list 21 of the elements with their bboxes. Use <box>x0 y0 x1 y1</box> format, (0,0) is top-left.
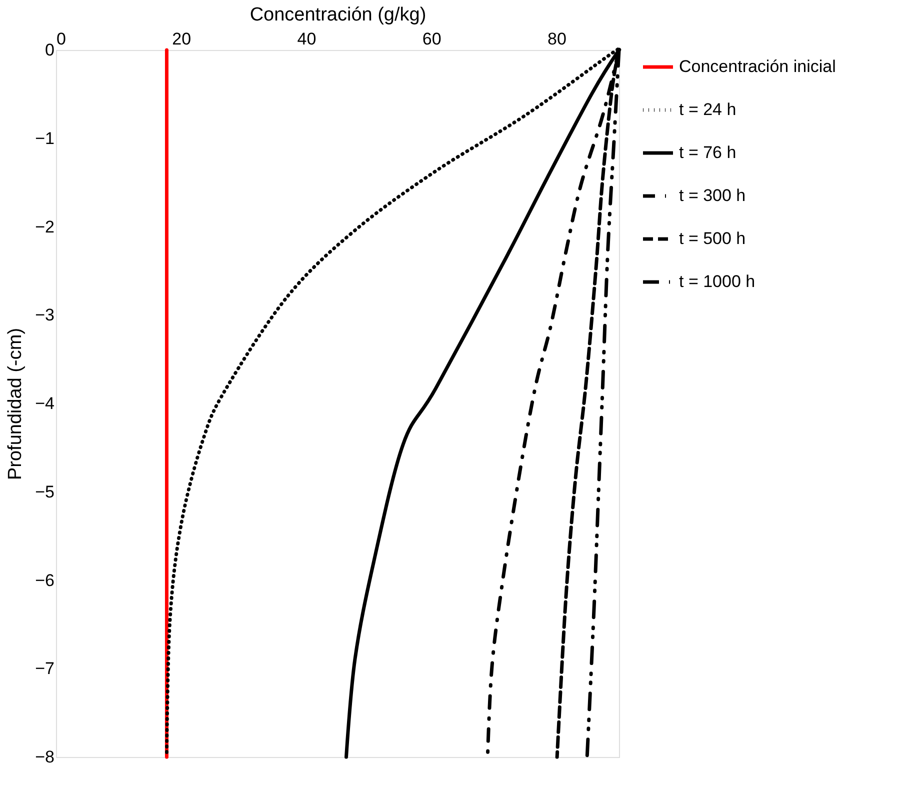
x-axis-title: Concentración (g/kg) <box>250 4 426 26</box>
y-tick-label: −4 <box>35 394 54 413</box>
x-tick-label: 0 <box>56 30 66 48</box>
legend-label: Concentración inicial <box>679 57 836 76</box>
y-tick-label: −1 <box>35 128 54 148</box>
legend-label: t = 1000 h <box>679 272 756 291</box>
x-tick-label: 20 <box>172 30 192 48</box>
y-tick-label: −7 <box>35 659 54 678</box>
y-tick-label: −8 <box>35 748 54 766</box>
y-tick-label: −2 <box>35 217 54 236</box>
legend-label: t = 24 h <box>679 100 736 119</box>
x-tick-label: 40 <box>297 30 316 48</box>
y-axis-title: Profundidad (-cm) <box>5 328 26 480</box>
legend-label: t = 500 h <box>679 229 746 248</box>
x-tick-label: 60 <box>422 30 442 48</box>
x-tick-label: 80 <box>547 30 566 48</box>
y-tick-label: −6 <box>35 570 54 590</box>
y-tick-label: −3 <box>35 306 54 325</box>
y-tick-label: −5 <box>35 482 54 502</box>
legend-label: t = 76 h <box>679 143 736 162</box>
legend-label: t = 300 h <box>679 186 746 205</box>
